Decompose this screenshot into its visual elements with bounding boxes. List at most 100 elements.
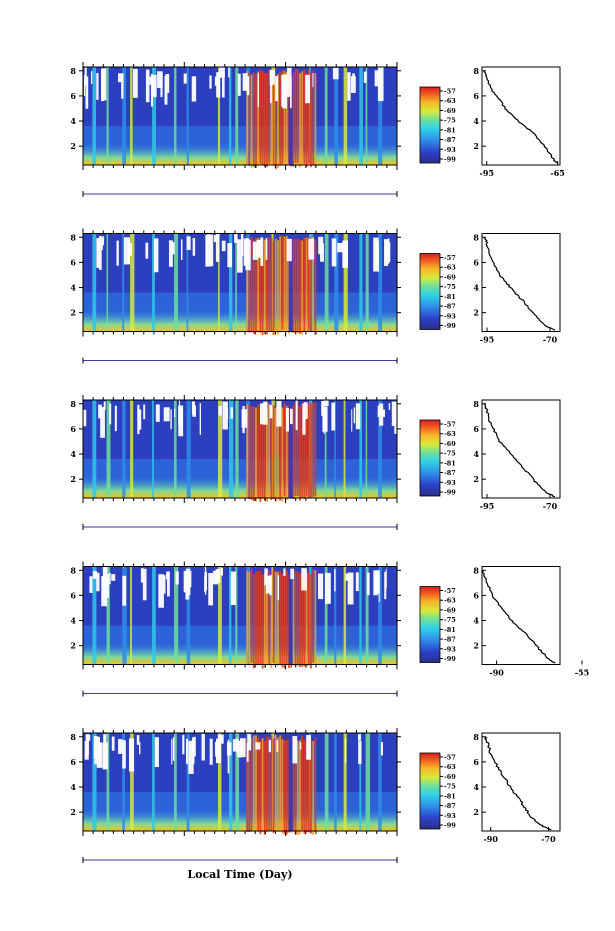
heatmap-rain-cell [270, 574, 273, 669]
panel-4: 2 4 6 8 -57-63 -69 -75-81 -87 -93 -99 2 4 6 8 -90 -70 [70, 728, 561, 863]
average-y-tick-label: 2 [473, 308, 479, 318]
heatmap-missing [105, 574, 109, 598]
heatmap-missing [355, 403, 361, 430]
heatmap-rain-cell [248, 738, 251, 833]
heatmap-streak [174, 233, 179, 332]
heatmap-streak [106, 566, 110, 665]
heatmap-frame [82, 566, 398, 665]
heatmap-missing [351, 409, 353, 432]
y-tick-label: 2 [70, 474, 76, 484]
heatmap-missing [138, 409, 142, 430]
heatmap-missing [191, 737, 195, 764]
average-y-tick-label: 4 [473, 283, 479, 293]
heatmap-rain-cell [259, 407, 262, 502]
heatmap-rain-cell [310, 238, 312, 333]
heatmap-rain-cell [266, 569, 268, 664]
heatmap-rain-cell [301, 572, 304, 667]
heatmap-streak [186, 233, 189, 332]
heatmap-missing [285, 408, 290, 432]
heatmap-streak [334, 67, 338, 165]
heatmap-streak [378, 67, 383, 165]
heatmap-missing [347, 72, 351, 101]
heatmap-missing [289, 76, 292, 109]
heatmap-missing [270, 70, 272, 104]
heatmap-streak [106, 733, 110, 831]
heatmap-missing [85, 76, 89, 109]
y-tick-label: 6 [70, 257, 76, 267]
colorbar-tick-label: -75 [444, 616, 456, 624]
heatmap-rain-cell [279, 406, 282, 501]
heatmap-missing [172, 737, 175, 761]
colorbar-tick-label: -57 [444, 254, 456, 262]
heatmap-rain-cell [281, 573, 284, 668]
heatmap-rain-cell [250, 737, 253, 832]
heatmap-rain-cell [296, 238, 299, 333]
average-x-tick-label: -70 [543, 335, 558, 345]
heatmap-rain-cell [296, 740, 299, 835]
heatmap-missing [207, 234, 211, 245]
heatmap-missing [236, 239, 243, 273]
heatmap-rain-cell [250, 237, 253, 332]
colorbar-tick-label: -93 [444, 146, 456, 154]
heatmap-missing [192, 237, 196, 256]
heatmap-rain-cell [261, 71, 264, 166]
average-x-tick-label: -90 [483, 834, 498, 844]
heatmap-rain-cell [268, 403, 271, 498]
colorbar-tick-label: -81 [444, 626, 456, 634]
heatmap-rain-cell [261, 404, 264, 499]
heatmap-rain-cell [270, 406, 273, 501]
average-frame [481, 732, 561, 832]
heatmap-streak [324, 233, 329, 332]
heatmap-missing [208, 573, 214, 606]
heatmap-missing [171, 739, 173, 765]
heatmap-streak [152, 566, 156, 665]
heatmap-missing [180, 239, 183, 260]
heatmap-streak [218, 233, 220, 332]
heatmap-rain-cell [285, 740, 288, 835]
heatmap-rain-cell [277, 240, 279, 335]
heatmap-missing [377, 67, 384, 102]
heatmap-rain-cell [294, 238, 297, 333]
y-tick-label: 4 [70, 283, 76, 293]
heatmap-missing [212, 570, 219, 585]
colorbar-tick-label: -63 [444, 430, 456, 438]
average-y-tick-label: 4 [473, 449, 479, 459]
heatmap-missing [188, 740, 194, 774]
y-tick-label: 8 [70, 732, 76, 742]
heatmap-missing [384, 571, 387, 600]
heatmap-rain-cell [279, 71, 282, 166]
heatmap-rain-cell [250, 568, 253, 663]
heatmap-rain-cell [268, 69, 271, 164]
heatmap-missing [234, 234, 238, 243]
heatmap-missing [175, 571, 179, 585]
average-y-tick-label: 2 [473, 641, 479, 651]
heatmap-missing [268, 739, 272, 753]
colorbar-tick-label: -63 [444, 763, 456, 771]
average-y-tick-label: 4 [473, 616, 479, 626]
heatmap-missing [116, 240, 119, 266]
heatmap-missing [151, 74, 157, 98]
heatmap-missing [264, 568, 268, 586]
heatmap-missing [118, 73, 124, 83]
heatmap-missing [139, 742, 141, 755]
heatmap-streak [152, 733, 155, 831]
heatmap-missing [265, 238, 268, 260]
heatmap-rain-cell [283, 574, 286, 669]
heatmap-rain-cell [270, 237, 273, 332]
heatmap-rain-cell [307, 236, 310, 331]
heatmap-missing [241, 409, 248, 428]
colorbar-tick-label: -69 [444, 107, 456, 115]
heatmap-missing [257, 73, 260, 108]
heatmap-floor [83, 310, 397, 332]
heatmap-missing [353, 407, 356, 424]
heatmap-rain-cell [272, 240, 275, 335]
heatmap-rain-cell [281, 235, 284, 330]
heatmap-streak [218, 566, 222, 665]
heatmap-missing [269, 70, 275, 85]
heatmap-rain-cell [296, 69, 299, 164]
heatmap-missing [96, 238, 100, 268]
heatmap-streak [343, 67, 348, 165]
heatmap-streak [334, 566, 337, 665]
heatmap-streak [235, 400, 239, 498]
average-profile-line [481, 569, 556, 664]
